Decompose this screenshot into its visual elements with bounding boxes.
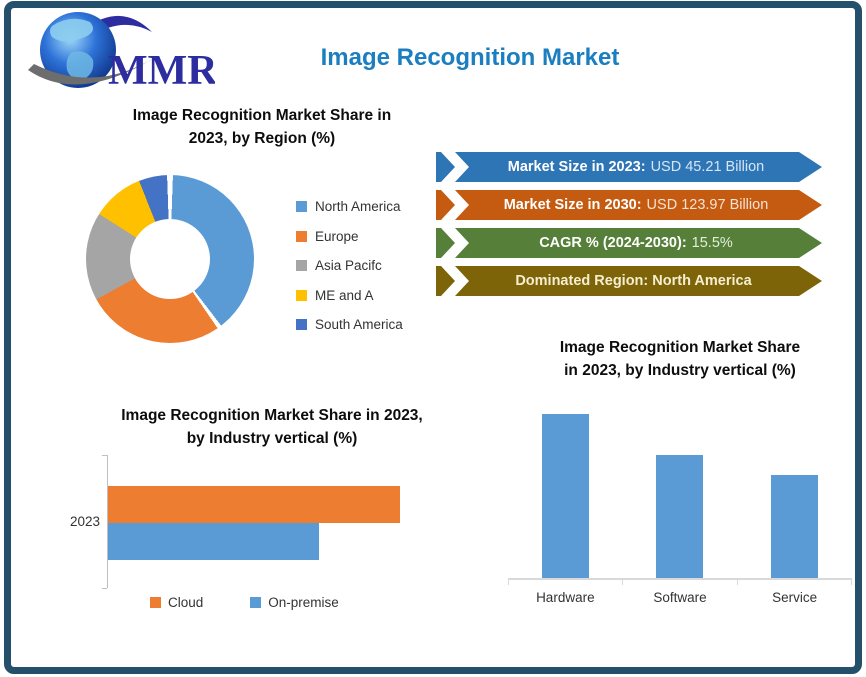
logo-text: MMR xyxy=(108,48,215,94)
legend-swatch xyxy=(296,260,307,271)
hbar-plot xyxy=(108,486,440,560)
axis-tick xyxy=(508,580,509,585)
legend-label: Asia Pacifc xyxy=(315,258,382,273)
chevron-right-icon xyxy=(441,228,469,258)
logo-gray-swoosh xyxy=(28,58,154,85)
legend-item-me-and-a: ME and A xyxy=(296,287,403,304)
legend-swatch xyxy=(296,230,307,242)
legend-swatch xyxy=(296,289,307,301)
region-donut-chart xyxy=(86,175,254,343)
globe-continent xyxy=(50,18,94,42)
banner-value: USD 123.97 Billion xyxy=(646,197,769,213)
axis-tick xyxy=(851,580,852,585)
legend-label: On-premise xyxy=(268,595,339,610)
vbar-label-hardware: Hardware xyxy=(536,590,595,605)
bar-hardware xyxy=(541,413,589,578)
banner-dominated-region: Dominated Region: North America xyxy=(436,266,822,296)
bar-cloud xyxy=(108,486,400,523)
donut-hole xyxy=(130,219,210,299)
industry-bar-chart xyxy=(508,393,852,585)
banner-value: USD 45.21 Billion xyxy=(650,159,765,175)
bar-on-premise xyxy=(108,523,320,560)
legend-item-south-america: South America xyxy=(296,316,403,333)
vbar-chart-title-line2: in 2023, by Industry vertical (%) xyxy=(564,362,796,379)
axis-tick xyxy=(737,580,738,585)
legend-label: North America xyxy=(315,199,401,214)
banner-label: Market Size in 2023: xyxy=(507,159,646,175)
banner-label: Market Size in 2030: xyxy=(503,197,642,213)
region-chart-title-line2: 2023, by Region (%) xyxy=(188,130,336,147)
hbar-chart-title: Image Recognition Market Share in 2023, … xyxy=(72,404,472,450)
legend-label: South America xyxy=(315,317,403,332)
bar-software xyxy=(656,454,704,578)
banner-label: CAGR % (2024-2030): xyxy=(539,235,687,251)
banner-label: Dominated Region: North America xyxy=(515,273,752,289)
hbar-y-axis xyxy=(107,455,108,588)
hbar-category-label: 2023 xyxy=(69,514,100,529)
banner-market-size-2023: Market Size in 2023: USD 45.21 Billion xyxy=(436,152,822,182)
legend-swatch xyxy=(296,201,307,212)
vbar-chart-title: Image Recognition Market Share in 2023, … xyxy=(500,336,860,382)
logo-blue-swoosh xyxy=(86,15,152,36)
hbar-chart-title-line1: Image Recognition Market Share in 2023, xyxy=(121,407,423,424)
legend-item-asia-pacific: Asia Pacifc xyxy=(296,257,403,274)
hbar-legend: Cloud On-premise xyxy=(150,595,339,610)
page-title: Image Recognition Market xyxy=(320,44,620,71)
hbar-chart-title-line2: by Industry vertical (%) xyxy=(186,430,358,447)
banner-value: 15.5% xyxy=(691,235,733,251)
region-legend: North America Europe Asia Pacifc ME and … xyxy=(296,198,403,346)
vbar-category-labels: Hardware Software Service xyxy=(508,590,852,605)
legend-item-cloud: Cloud xyxy=(150,595,203,610)
vbar-label-service: Service xyxy=(772,590,818,605)
legend-item-europe: Europe xyxy=(296,228,403,245)
legend-swatch xyxy=(250,597,262,608)
region-chart-title-line1: Image Recognition Market Share in xyxy=(132,107,392,124)
region-chart-title: Image Recognition Market Share in 2023, … xyxy=(70,104,454,150)
axis-tick xyxy=(622,580,623,585)
legend-item-north-america: North America xyxy=(296,198,403,215)
bar-service xyxy=(771,475,819,578)
banner-cagr: CAGR % (2024-2030): 15.5% xyxy=(436,228,822,258)
legend-label: ME and A xyxy=(315,287,374,303)
chevron-right-icon xyxy=(441,190,469,220)
legend-item-on-premise: On-premise xyxy=(250,595,339,610)
mmr-logo: MMR xyxy=(28,12,215,94)
key-stats-banners: Market Size in 2023: USD 45.21 Billion M… xyxy=(436,152,822,304)
legend-swatch xyxy=(296,319,307,330)
legend-swatch xyxy=(150,597,161,608)
vbar-chart-title-line1: Image Recognition Market Share xyxy=(559,339,801,356)
chevron-right-icon xyxy=(441,152,469,182)
axis-tick xyxy=(102,588,107,589)
vbar-label-software: Software xyxy=(653,590,707,605)
legend-label: Cloud xyxy=(168,595,204,610)
legend-label: Europe xyxy=(315,228,359,244)
banner-market-size-2030: Market Size in 2030: USD 123.97 Billion xyxy=(436,190,822,220)
chevron-right-icon xyxy=(441,266,469,296)
axis-tick xyxy=(102,455,107,456)
globe-continent xyxy=(66,51,94,80)
